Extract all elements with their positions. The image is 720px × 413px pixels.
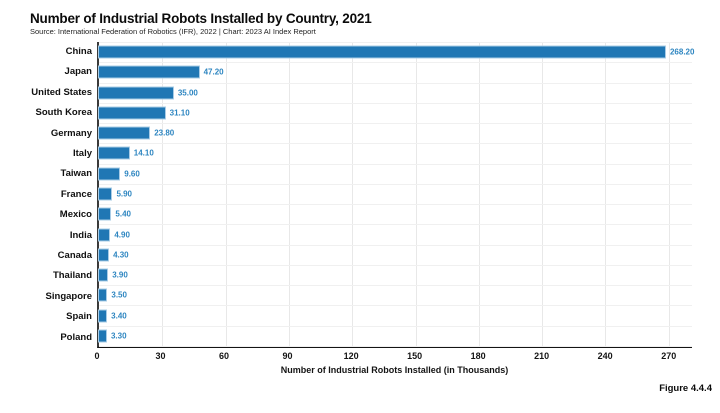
bar-united-states — [99, 87, 173, 99]
category-label-italy: Italy — [72, 148, 92, 159]
bar-india — [99, 229, 110, 241]
bar-value-label: 268.20 — [669, 47, 695, 57]
x-axis-ticks: 0 30 60 90 120 150 180 210 240 270 — [94, 351, 692, 363]
category-label-germany: Germany — [50, 127, 92, 139]
category-label-china: China — [65, 46, 92, 57]
x-tick-label: 60 — [219, 351, 230, 361]
bar-row: 5.90 — [99, 184, 692, 204]
x-tick-label: 0 — [94, 351, 100, 361]
bar-value-label: 4.30 — [113, 250, 129, 260]
bar-value-label: 9.60 — [124, 169, 140, 179]
chart-title: Number of Industrial Robots Installed by… — [30, 11, 372, 26]
plot-area: 268.20 47.20 35.00 31.10 23.80 14.10 9.60 5.90 5… — [97, 42, 695, 348]
category-label-spain: Spain — [66, 311, 92, 323]
x-axis-label: Number of Industrial Robots Installed (i… — [280, 365, 509, 375]
category-label-united-states: United States — [31, 86, 92, 98]
bar-row: 31.10 — [99, 103, 692, 123]
category-label-taiwan: Taiwan — [60, 168, 93, 180]
bar-row: 3.30 — [99, 326, 692, 346]
x-tick-label: 90 — [282, 351, 293, 361]
bar-row: 4.30 — [99, 245, 692, 265]
bar-row: 5.40 — [99, 204, 692, 224]
x-tick-label: 210 — [534, 351, 550, 361]
y-axis-category-labels: China Japan United States South Korea German… — [0, 42, 92, 348]
bar-poland — [99, 330, 106, 342]
x-tick-label: 270 — [661, 351, 677, 361]
figure-number-label: Figure 4.4.4 — [659, 383, 712, 394]
bar-row: 23.80 — [99, 123, 692, 143]
category-label-japan: Japan — [64, 66, 92, 78]
bar-row: 14.10 — [99, 143, 692, 163]
bar-singapore — [99, 289, 107, 301]
category-label-india: India — [69, 229, 92, 241]
bar-row: 47.20 — [99, 62, 692, 82]
bar-value-label: 3.30 — [110, 331, 127, 341]
bar-value-label: 23.80 — [154, 128, 175, 138]
bar-south-korea — [99, 107, 165, 119]
bars-layer: 268.20 47.20 35.00 31.10 23.80 14.10 9.60 5.90 5… — [99, 42, 695, 346]
bar-row: 4.90 — [99, 224, 692, 244]
bar-value-label: 14.10 — [133, 148, 154, 158]
bar-mexico — [99, 208, 111, 220]
bar-value-label: 31.10 — [169, 108, 190, 118]
bar-germany — [99, 127, 150, 139]
x-tick-label: 180 — [470, 351, 486, 361]
bar-row: 9.60 — [99, 164, 692, 184]
bar-japan — [99, 66, 199, 78]
category-label-thailand: Thailand — [52, 270, 92, 282]
x-tick-label: 240 — [597, 351, 613, 361]
bar-spain — [99, 310, 107, 322]
category-label-singapore: Singapore — [45, 290, 92, 302]
bar-taiwan — [99, 168, 120, 180]
bar-value-label: 3.90 — [112, 270, 128, 280]
bar-value-label: 5.90 — [116, 189, 133, 199]
bar-value-label: 3.50 — [111, 290, 127, 300]
category-label-canada: Canada — [57, 250, 92, 261]
chart-subtitle: Source: International Federation of Robo… — [30, 27, 316, 36]
bar-canada — [99, 249, 109, 261]
category-label-france: France — [60, 188, 92, 200]
bar-value-label: 5.40 — [115, 209, 131, 219]
bar-italy — [99, 147, 129, 159]
bar-row: 3.90 — [99, 265, 692, 285]
bar-row: 35.00 — [99, 83, 692, 103]
bar-china — [99, 46, 665, 58]
category-label-south-korea: South Korea — [35, 107, 92, 119]
bar-value-label: 3.40 — [111, 311, 127, 321]
bar-value-label: 35.00 — [177, 88, 198, 98]
bar-row: 3.50 — [99, 285, 692, 305]
category-label-mexico: Mexico — [59, 209, 92, 221]
x-tick-label: 150 — [407, 351, 423, 361]
gridline-horizontal — [99, 346, 692, 347]
bar-value-label: 47.20 — [203, 67, 224, 77]
bar-thailand — [99, 269, 108, 281]
bar-value-label: 4.90 — [114, 230, 130, 240]
bar-row: 268.20 — [99, 42, 695, 62]
x-tick-label: 30 — [155, 351, 166, 361]
x-tick-label: 120 — [343, 351, 359, 361]
category-label-poland: Poland — [60, 331, 92, 343]
bar-france — [99, 188, 112, 200]
bar-row: 3.40 — [99, 305, 692, 325]
